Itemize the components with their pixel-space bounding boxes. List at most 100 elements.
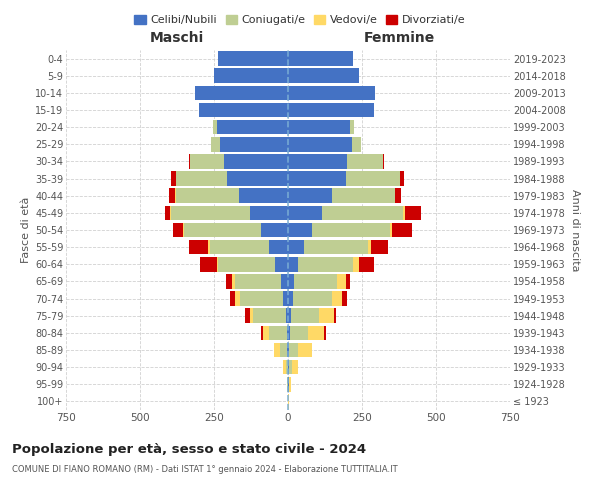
- Bar: [235, 274, 281, 288]
- Bar: [280, 342, 287, 357]
- Bar: [250, 206, 288, 220]
- Bar: [286, 308, 288, 323]
- Bar: [289, 360, 292, 374]
- Bar: [390, 222, 392, 238]
- Bar: [353, 257, 359, 272]
- Bar: [371, 240, 388, 254]
- Bar: [275, 257, 288, 272]
- Bar: [291, 308, 319, 323]
- Bar: [308, 326, 325, 340]
- Y-axis label: Anni di nascita: Anni di nascita: [569, 188, 580, 271]
- Bar: [263, 326, 269, 340]
- Bar: [288, 257, 298, 272]
- Text: Maschi: Maschi: [150, 31, 204, 45]
- Bar: [230, 292, 235, 306]
- Bar: [199, 102, 288, 118]
- Bar: [235, 292, 240, 306]
- Bar: [218, 52, 288, 66]
- Bar: [294, 274, 337, 288]
- Bar: [347, 154, 383, 168]
- Bar: [262, 326, 263, 340]
- Bar: [287, 326, 288, 340]
- Bar: [195, 86, 288, 100]
- Bar: [176, 172, 227, 186]
- Bar: [288, 154, 347, 168]
- Bar: [290, 326, 308, 340]
- Bar: [283, 360, 286, 374]
- Bar: [403, 206, 405, 220]
- Bar: [342, 292, 347, 306]
- Bar: [332, 292, 342, 306]
- Bar: [288, 240, 304, 254]
- Bar: [220, 137, 288, 152]
- Bar: [240, 292, 283, 306]
- Bar: [288, 360, 289, 374]
- Bar: [286, 360, 288, 374]
- Legend: Celibi/Nubili, Coniugati/e, Vedovi/e, Divorziati/e: Celibi/Nubili, Coniugati/e, Vedovi/e, Di…: [130, 10, 470, 30]
- Bar: [334, 308, 336, 323]
- Text: Femmine: Femmine: [364, 31, 434, 45]
- Bar: [262, 222, 288, 238]
- Bar: [288, 206, 322, 220]
- Bar: [288, 326, 290, 340]
- Bar: [211, 137, 220, 152]
- Bar: [288, 308, 291, 323]
- Bar: [293, 292, 332, 306]
- Bar: [319, 308, 334, 323]
- Bar: [288, 274, 294, 288]
- Bar: [325, 326, 326, 340]
- Bar: [183, 222, 184, 238]
- Bar: [337, 274, 346, 288]
- Bar: [209, 240, 269, 254]
- Bar: [190, 154, 224, 168]
- Bar: [283, 292, 288, 306]
- Bar: [288, 120, 350, 134]
- Bar: [322, 206, 403, 220]
- Bar: [288, 86, 376, 100]
- Bar: [288, 52, 353, 66]
- Bar: [395, 188, 401, 203]
- Bar: [253, 308, 286, 323]
- Bar: [269, 240, 288, 254]
- Bar: [400, 172, 404, 186]
- Bar: [346, 172, 400, 186]
- Bar: [288, 292, 293, 306]
- Bar: [200, 257, 217, 272]
- Bar: [288, 222, 311, 238]
- Bar: [352, 137, 361, 152]
- Bar: [169, 188, 175, 203]
- Bar: [332, 188, 395, 203]
- Bar: [239, 188, 288, 203]
- Bar: [245, 308, 250, 323]
- Bar: [173, 222, 183, 238]
- Bar: [392, 222, 412, 238]
- Bar: [288, 68, 359, 83]
- Bar: [250, 308, 253, 323]
- Bar: [184, 222, 262, 238]
- Bar: [292, 360, 298, 374]
- Bar: [208, 240, 209, 254]
- Bar: [217, 257, 218, 272]
- Bar: [288, 137, 352, 152]
- Bar: [288, 342, 289, 357]
- Bar: [232, 274, 235, 288]
- Bar: [288, 172, 346, 186]
- Bar: [269, 326, 287, 340]
- Bar: [165, 206, 170, 220]
- Bar: [346, 274, 350, 288]
- Y-axis label: Fasce di età: Fasce di età: [20, 197, 31, 263]
- Bar: [176, 188, 239, 203]
- Bar: [224, 154, 288, 168]
- Bar: [189, 240, 208, 254]
- Bar: [350, 120, 354, 134]
- Bar: [171, 172, 176, 186]
- Bar: [298, 342, 311, 357]
- Bar: [383, 154, 384, 168]
- Bar: [304, 240, 368, 254]
- Bar: [212, 120, 217, 134]
- Bar: [298, 257, 353, 272]
- Bar: [359, 257, 374, 272]
- Bar: [288, 188, 332, 203]
- Text: Popolazione per età, sesso e stato civile - 2024: Popolazione per età, sesso e stato civil…: [12, 442, 366, 456]
- Bar: [171, 206, 250, 220]
